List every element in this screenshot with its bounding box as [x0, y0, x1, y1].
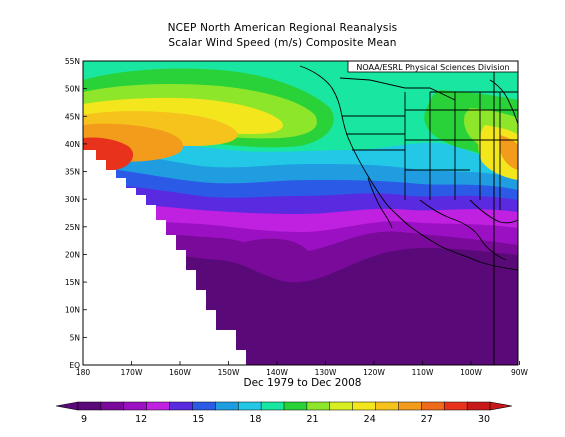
coastlines — [299, 61, 518, 365]
colorbar-swatch — [123, 401, 148, 411]
colorbar-tick-label: 24 — [364, 414, 376, 425]
colorbar-swatch — [398, 401, 422, 411]
lon-tick-label: 100W — [460, 368, 482, 377]
colorbar-swatches — [55, 401, 513, 411]
map-frame-area: NOAA/ESRL Physical Sciences Division — [83, 61, 518, 365]
colorbar-swatch — [215, 401, 239, 411]
colorbar-ticks: 9 12 15 18 21 24 27 30 — [81, 414, 490, 425]
colorbar-tick-label: 9 — [81, 414, 87, 425]
map-border — [82, 60, 519, 366]
lat-tick-label: 30N — [65, 195, 80, 204]
lat-tick-label: 10N — [65, 306, 80, 315]
lon-tick-label: 160W — [169, 368, 191, 377]
lon-tick-label: 180 — [76, 368, 91, 377]
colorbar-swatch — [169, 401, 193, 411]
wind-speed-map: NOAA/ESRL Physical Sciences Division EQ 5… — [65, 57, 529, 377]
lon-tick-label: 110W — [412, 368, 434, 377]
colorbar-swatch — [306, 401, 331, 411]
longitude-axis: 180 170W 160W 150W 140W 130W 120W 110W 100W 90W — [76, 361, 529, 377]
colorbar-tick-label: 21 — [307, 414, 319, 425]
lon-tick-label: 90W — [511, 368, 529, 377]
colorbar-swatch — [192, 401, 216, 411]
colorbar-tick-label: 15 — [192, 414, 204, 425]
lat-tick-label: 25N — [65, 223, 80, 232]
data-edge — [186, 352, 190, 355]
chart-title: NCEP North American Regional Reanalysis — [167, 22, 398, 34]
colorbar-swatch — [100, 401, 125, 411]
colorbar-tick-label: 27 — [421, 414, 433, 425]
credit-text: NOAA/ESRL Physical Sciences Division — [356, 63, 509, 72]
date-range: Dec 1979 to Dec 2008 — [243, 377, 362, 389]
lat-tick-label: 20N — [65, 250, 80, 259]
colorbar-swatch — [421, 401, 445, 411]
colorbar-swatch — [329, 401, 354, 411]
colorbar-swatch — [466, 401, 491, 411]
lat-tick-label: 15N — [65, 278, 80, 287]
colorbar-tick-label: 18 — [249, 414, 261, 425]
colorbar-min-arrow — [55, 401, 79, 411]
lat-tick-label: 50N — [65, 85, 80, 94]
lon-tick-label: 130W — [315, 368, 337, 377]
colorbar-swatch — [260, 401, 285, 411]
lon-tick-label: 140W — [266, 368, 288, 377]
colorbar-swatch — [77, 401, 102, 411]
lon-tick-label: 120W — [363, 368, 385, 377]
lat-tick-label: EQ — [69, 361, 80, 370]
chart-subtitle: Scalar Wind Speed (m/s) Composite Mean — [168, 37, 397, 49]
lon-tick-label: 150W — [218, 368, 240, 377]
colorbar-tick-label: 12 — [135, 414, 147, 425]
colorbar-swatch — [283, 401, 308, 411]
colorbar: 9 12 15 18 21 24 27 30 — [55, 401, 513, 425]
colorbar-swatch — [237, 401, 262, 411]
colorbar-max-arrow — [489, 401, 513, 411]
lat-tick-label: 45N — [65, 112, 80, 121]
lat-tick-label: 35N — [65, 168, 80, 177]
colorbar-swatch — [375, 401, 399, 411]
colorbar-tick-label: 30 — [478, 414, 490, 425]
lat-tick-label: 5N — [70, 333, 80, 342]
lat-tick-label: 40N — [65, 140, 80, 149]
colorbar-swatch — [443, 401, 468, 411]
lon-tick-label: 170W — [121, 368, 143, 377]
colorbar-swatch — [146, 401, 171, 411]
credit-box: NOAA/ESRL Physical Sciences Division — [347, 61, 518, 73]
colorbar-swatch — [352, 401, 377, 411]
lat-tick-label: 55N — [65, 57, 80, 66]
latitude-axis: EQ 5N 10N 15N 20N 25N 30N 35N 40N 45N 50N 55N — [65, 57, 87, 370]
